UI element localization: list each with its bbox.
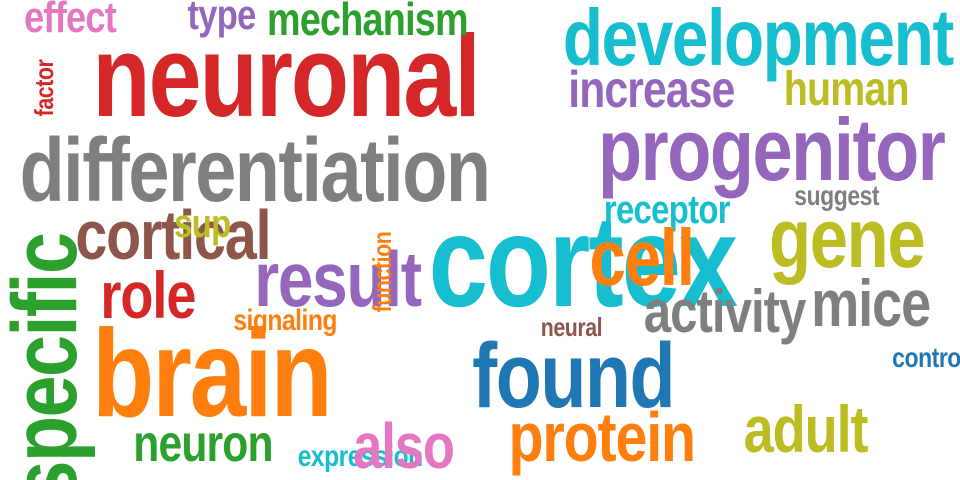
word-activity: signaling [233,304,337,337]
word-protein: neuron [133,415,273,473]
word-development: development [562,0,955,82]
word-factor: also [353,410,455,480]
word-mechanism: mechanism [267,0,469,45]
word-sup: cortical [75,196,271,274]
word-control: neural [540,312,603,342]
word-cell: cortex [428,188,738,334]
word-found: activity [643,278,807,345]
word-neuron: brain [92,305,332,443]
word-specific: adult [743,392,869,466]
word-effect: effect [24,0,117,42]
word-mice: role [100,258,196,332]
word-neuronal: neuronal [92,11,480,141]
word-neural: specific [0,233,96,480]
word-cortex: receptor [603,188,731,232]
word-increase: factor [29,59,59,117]
word-receptor: suggest [794,180,880,211]
word-suggest: sup [174,202,231,246]
word-brain: mice [811,266,931,340]
word-human: increase [568,61,735,119]
word-also: control [892,342,960,373]
word-differentiation: differentiation [19,121,491,221]
word-expression: found [472,325,675,427]
word-cortical: human [783,63,910,116]
word-function: protein [508,398,696,476]
word-adult: expression [297,440,423,473]
word-signaling: function [367,231,397,313]
word-type: type [187,0,256,38]
word-role: result [254,235,422,323]
word-result: gene [769,191,926,285]
word-gene: cell [589,213,694,302]
word-progenitor: progenitor [598,100,946,199]
